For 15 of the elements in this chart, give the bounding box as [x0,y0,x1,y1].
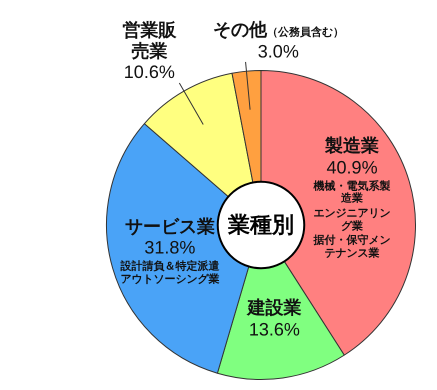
text: 機械・電気系製造業 [314,179,391,205]
data-label: 3.0% [256,41,300,62]
slice-label: 製造業 [324,136,380,158]
slice-label: 建設業 [247,297,302,319]
text: 業種別 [228,212,294,240]
text: （公務員含む） [266,26,344,39]
slice-label: サービス業 [124,216,216,238]
data-label: 40.9% [326,157,379,178]
data-label: 31.8% [143,238,196,259]
text: エンジニアリング業 [314,206,391,232]
data-label: 13.6% [248,318,301,340]
slice-label: 営業販売業 [121,20,178,62]
text: 設計請負＆特定派遣アウトソーシング業 [120,260,220,286]
text: 据付・保守メンテナンス業 [314,234,391,260]
data-label: 10.6% [122,62,176,84]
